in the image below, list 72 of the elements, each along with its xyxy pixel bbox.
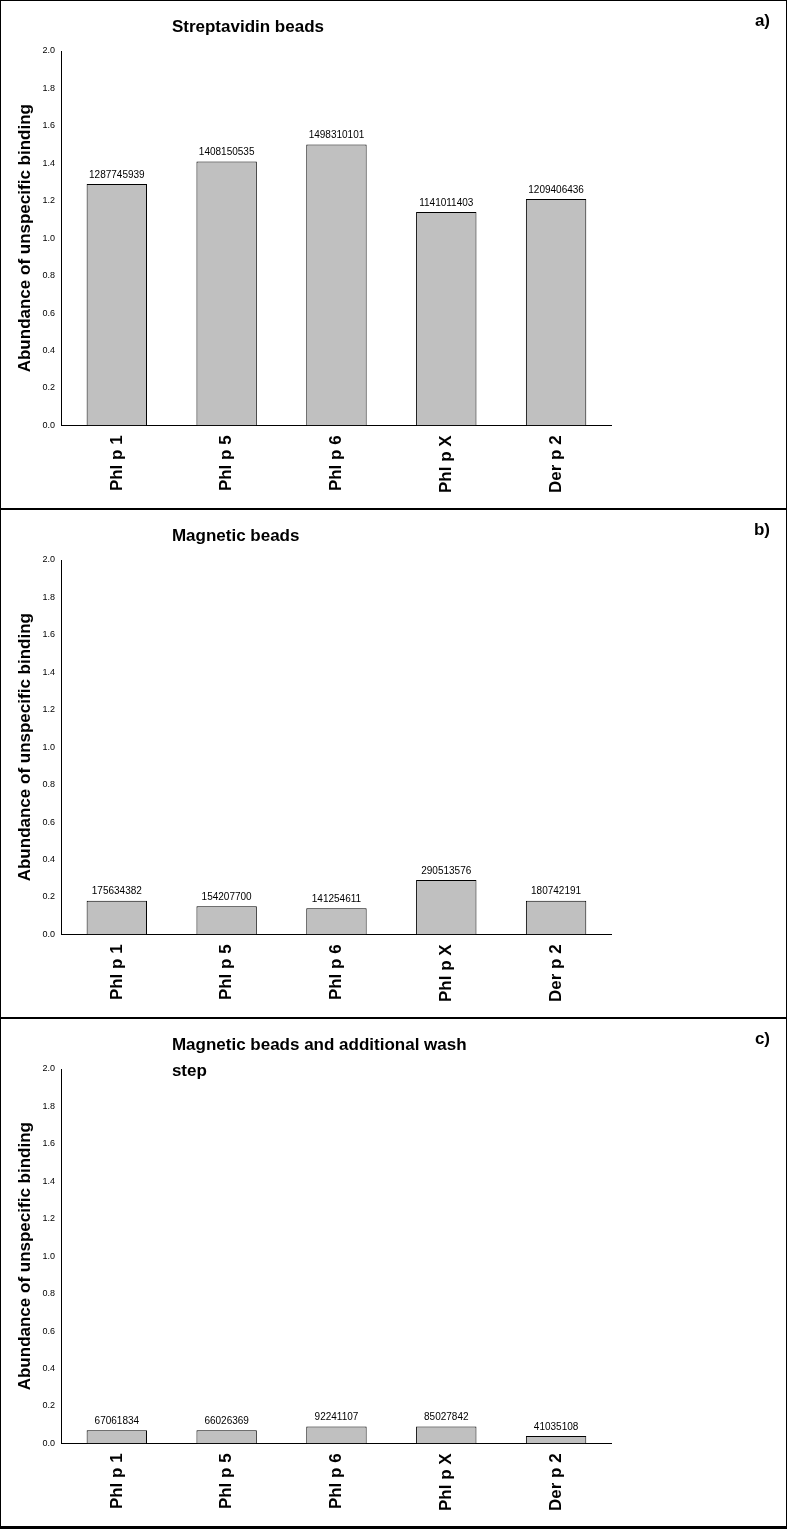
text: c) [754,1029,770,1049]
y-tick-label: 0.6 [42,1325,55,1336]
x-tick-label: Phl p 6 [326,944,346,1001]
chart-title: Magnetic beads and additional wash step [171,1035,467,1081]
y-tick-label: 0.6 [42,307,55,318]
y-tick-label: 0.0 [42,928,55,939]
x-tick-label: Phl p 5 [216,1453,236,1510]
text: b) [753,520,770,540]
y-tick-label: 1.6 [42,629,55,640]
annotation: 41035108 [533,1420,579,1432]
text: a) [754,11,770,31]
y-tick-label: 2.0 [42,45,55,56]
y-tick-label: 0.4 [42,344,55,355]
y-tick-label: 1.0 [42,232,55,243]
x-tick-label: Der p 2 [545,435,565,494]
y-tick-label: 1.4 [42,1175,55,1186]
y-axis-title: Abundance of unspecific binding [14,613,34,882]
y-tick-label: 0.2 [42,891,55,902]
x-tick-label: Der p 2 [545,1453,565,1512]
y-tick-label: 0.8 [42,1288,55,1299]
annotation: 154207700 [201,891,253,903]
x-tick-label: Der p 2 [545,944,565,1003]
x-tick-label: Phl p 6 [326,435,346,492]
y-tick-label: 2.0 [42,1063,55,1074]
annotation: 66026369 [204,1415,250,1427]
y-tick-label: 1.2 [42,195,55,206]
y-tick-label: 1.4 [42,666,55,677]
x-tick-label: Phl p 6 [326,1453,346,1510]
y-tick-label: 1.6 [42,120,55,131]
x-tick-label: Phl p X [435,434,455,493]
y-tick-label: 1.4 [42,157,55,168]
x-tick-label: Phl p 1 [106,435,126,492]
x-tick-label: Phl p 5 [216,435,236,492]
y-tick-label: 1.2 [42,704,55,715]
annotation: 290513576 [421,864,472,876]
annotation: 1498310101 [308,129,365,141]
y-tick-label: 1.8 [42,591,55,602]
annotation: 1408150535 [198,146,255,158]
annotation: 1141011403 [419,196,474,208]
y-axis-title: Abundance of unspecific binding [14,104,34,373]
x-tick-label: Phl p X [435,943,455,1002]
y-tick-label: 0.4 [42,1362,55,1373]
x-tick-label: Phl p X [435,1452,455,1511]
y-tick-label: 1.8 [42,1100,55,1111]
y-tick-label: 0.8 [42,779,55,790]
x-tick-label: Phl p 1 [106,944,126,1001]
y-tick-label: 0.6 [42,816,55,827]
annotation: 180742191 [531,885,582,897]
annotation: 85027842 [424,1411,469,1423]
y-tick-label: 1.0 [42,741,55,752]
annotation: 67061834 [94,1415,140,1427]
chart-title: Magnetic beads [171,526,300,546]
annotation: 92241107 [314,1411,359,1423]
y-tick-label: 1.6 [42,1138,55,1149]
y-tick-label: 2.0 [42,554,55,565]
y-tick-label: 0.0 [42,419,55,430]
y-tick-label: 1.0 [42,1250,55,1261]
y-tick-label: 0.4 [42,853,55,864]
annotation: 141254611 [311,892,362,904]
x-tick-label: Phl p 5 [216,944,236,1001]
annotation: 175634382 [91,885,143,897]
y-tick-label: 0.2 [42,1400,55,1411]
y-tick-label: 1.8 [42,82,55,93]
y-tick-label: 0.2 [42,382,55,393]
y-tick-label: 0.8 [42,270,55,281]
chart-title: Streptavidin beads [171,17,325,37]
x-tick-label: Phl p 1 [106,1453,126,1510]
y-tick-label: 0.0 [42,1437,55,1448]
annotation: 1209406436 [528,183,585,195]
y-tick-label: 1.2 [42,1213,55,1224]
y-axis-title: Abundance of unspecific binding [14,1122,34,1391]
annotation: 1287745939 [89,168,146,180]
